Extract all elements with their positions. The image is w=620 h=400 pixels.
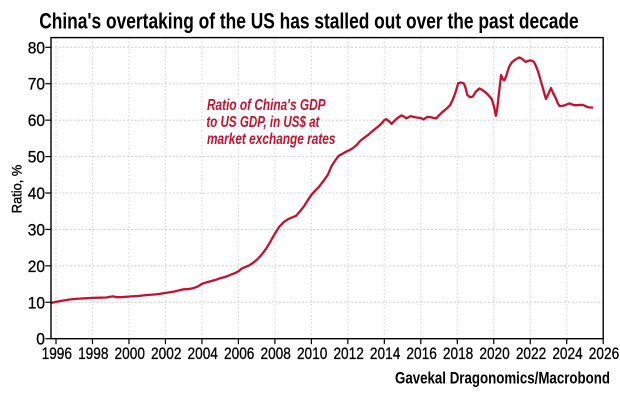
- svg-text:20: 20: [28, 257, 45, 276]
- svg-text:2014: 2014: [370, 344, 400, 363]
- svg-text:30: 30: [28, 220, 45, 239]
- svg-text:Ratio of China's GDP: Ratio of China's GDP: [207, 97, 326, 114]
- svg-text:Gavekal Dragonomics/Macrobond: Gavekal Dragonomics/Macrobond: [395, 370, 610, 388]
- svg-text:2016: 2016: [406, 344, 436, 363]
- svg-text:to US GDP, in US$ at: to US GDP, in US$ at: [206, 114, 320, 131]
- svg-text:10: 10: [28, 293, 45, 312]
- svg-text:2000: 2000: [115, 344, 145, 363]
- svg-text:2002: 2002: [151, 344, 181, 363]
- svg-text:2026: 2026: [589, 344, 619, 363]
- svg-text:0: 0: [36, 330, 45, 349]
- svg-text:market exchange rates: market exchange rates: [207, 131, 336, 148]
- svg-text:China's overtaking of the US h: China's overtaking of the US has stalled…: [39, 8, 579, 33]
- svg-text:1998: 1998: [78, 344, 108, 363]
- svg-text:2012: 2012: [333, 344, 363, 363]
- svg-text:70: 70: [28, 75, 45, 94]
- svg-text:40: 40: [28, 184, 45, 203]
- svg-text:2004: 2004: [188, 344, 218, 363]
- svg-text:1996: 1996: [42, 344, 72, 363]
- svg-text:50: 50: [28, 148, 45, 167]
- svg-text:2024: 2024: [552, 344, 582, 363]
- svg-text:2018: 2018: [443, 344, 473, 363]
- svg-text:2020: 2020: [479, 344, 509, 363]
- svg-text:2006: 2006: [224, 344, 254, 363]
- svg-text:2008: 2008: [260, 344, 290, 363]
- svg-text:Ratio, %: Ratio, %: [10, 165, 25, 214]
- svg-text:80: 80: [28, 38, 45, 57]
- svg-text:60: 60: [28, 111, 45, 130]
- svg-text:2022: 2022: [516, 344, 546, 363]
- svg-text:2010: 2010: [297, 344, 327, 363]
